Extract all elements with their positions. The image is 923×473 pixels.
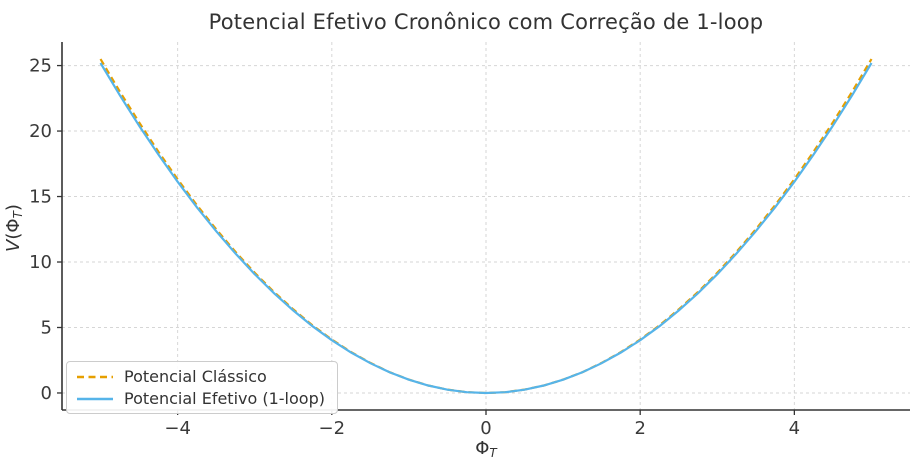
- y-tick-label: 25: [29, 56, 52, 77]
- legend: Potencial Clássico Potencial Efetivo (1-…: [66, 361, 338, 414]
- y-axis-label: V(ΦT): [3, 118, 25, 338]
- legend-label-classical: Potencial Clássico: [124, 367, 267, 386]
- legend-entry-classical: Potencial Clássico: [76, 367, 325, 386]
- effective-solid-line-sample: [77, 397, 113, 400]
- x-axis-label: ΦT: [62, 438, 910, 460]
- x-tick-label: −4: [164, 418, 191, 439]
- y-tick-label: 5: [41, 317, 52, 338]
- y-axis-label-sub: T: [11, 211, 25, 219]
- x-tick-label: 2: [634, 418, 645, 439]
- y-axis-label-open: (Φ: [3, 218, 24, 240]
- y-tick-label: 15: [29, 187, 52, 208]
- x-tick-label: −2: [319, 418, 346, 439]
- y-axis-label-var: V: [3, 239, 24, 252]
- y-tick-label: 20: [29, 121, 52, 142]
- chart-title: Potencial Efetivo Cronônico com Correção…: [208, 10, 764, 34]
- x-tick-label: 0: [480, 418, 491, 439]
- y-tick-label: 10: [29, 252, 52, 273]
- y-tick-label: 0: [41, 383, 52, 404]
- y-axis-label-close: ): [3, 204, 24, 212]
- x-axis-label-base: Φ: [475, 438, 490, 459]
- classical-potential-curve: [99, 58, 873, 395]
- x-tick-label: 4: [789, 418, 800, 439]
- x-axis-label-sub: T: [489, 446, 497, 460]
- legend-label-effective: Potencial Efetivo (1-loop): [124, 389, 325, 408]
- legend-entry-effective: Potencial Efetivo (1-loop): [76, 389, 325, 408]
- effective-potential-curve: [99, 62, 873, 395]
- classical-dashed-line-sample: [77, 375, 113, 378]
